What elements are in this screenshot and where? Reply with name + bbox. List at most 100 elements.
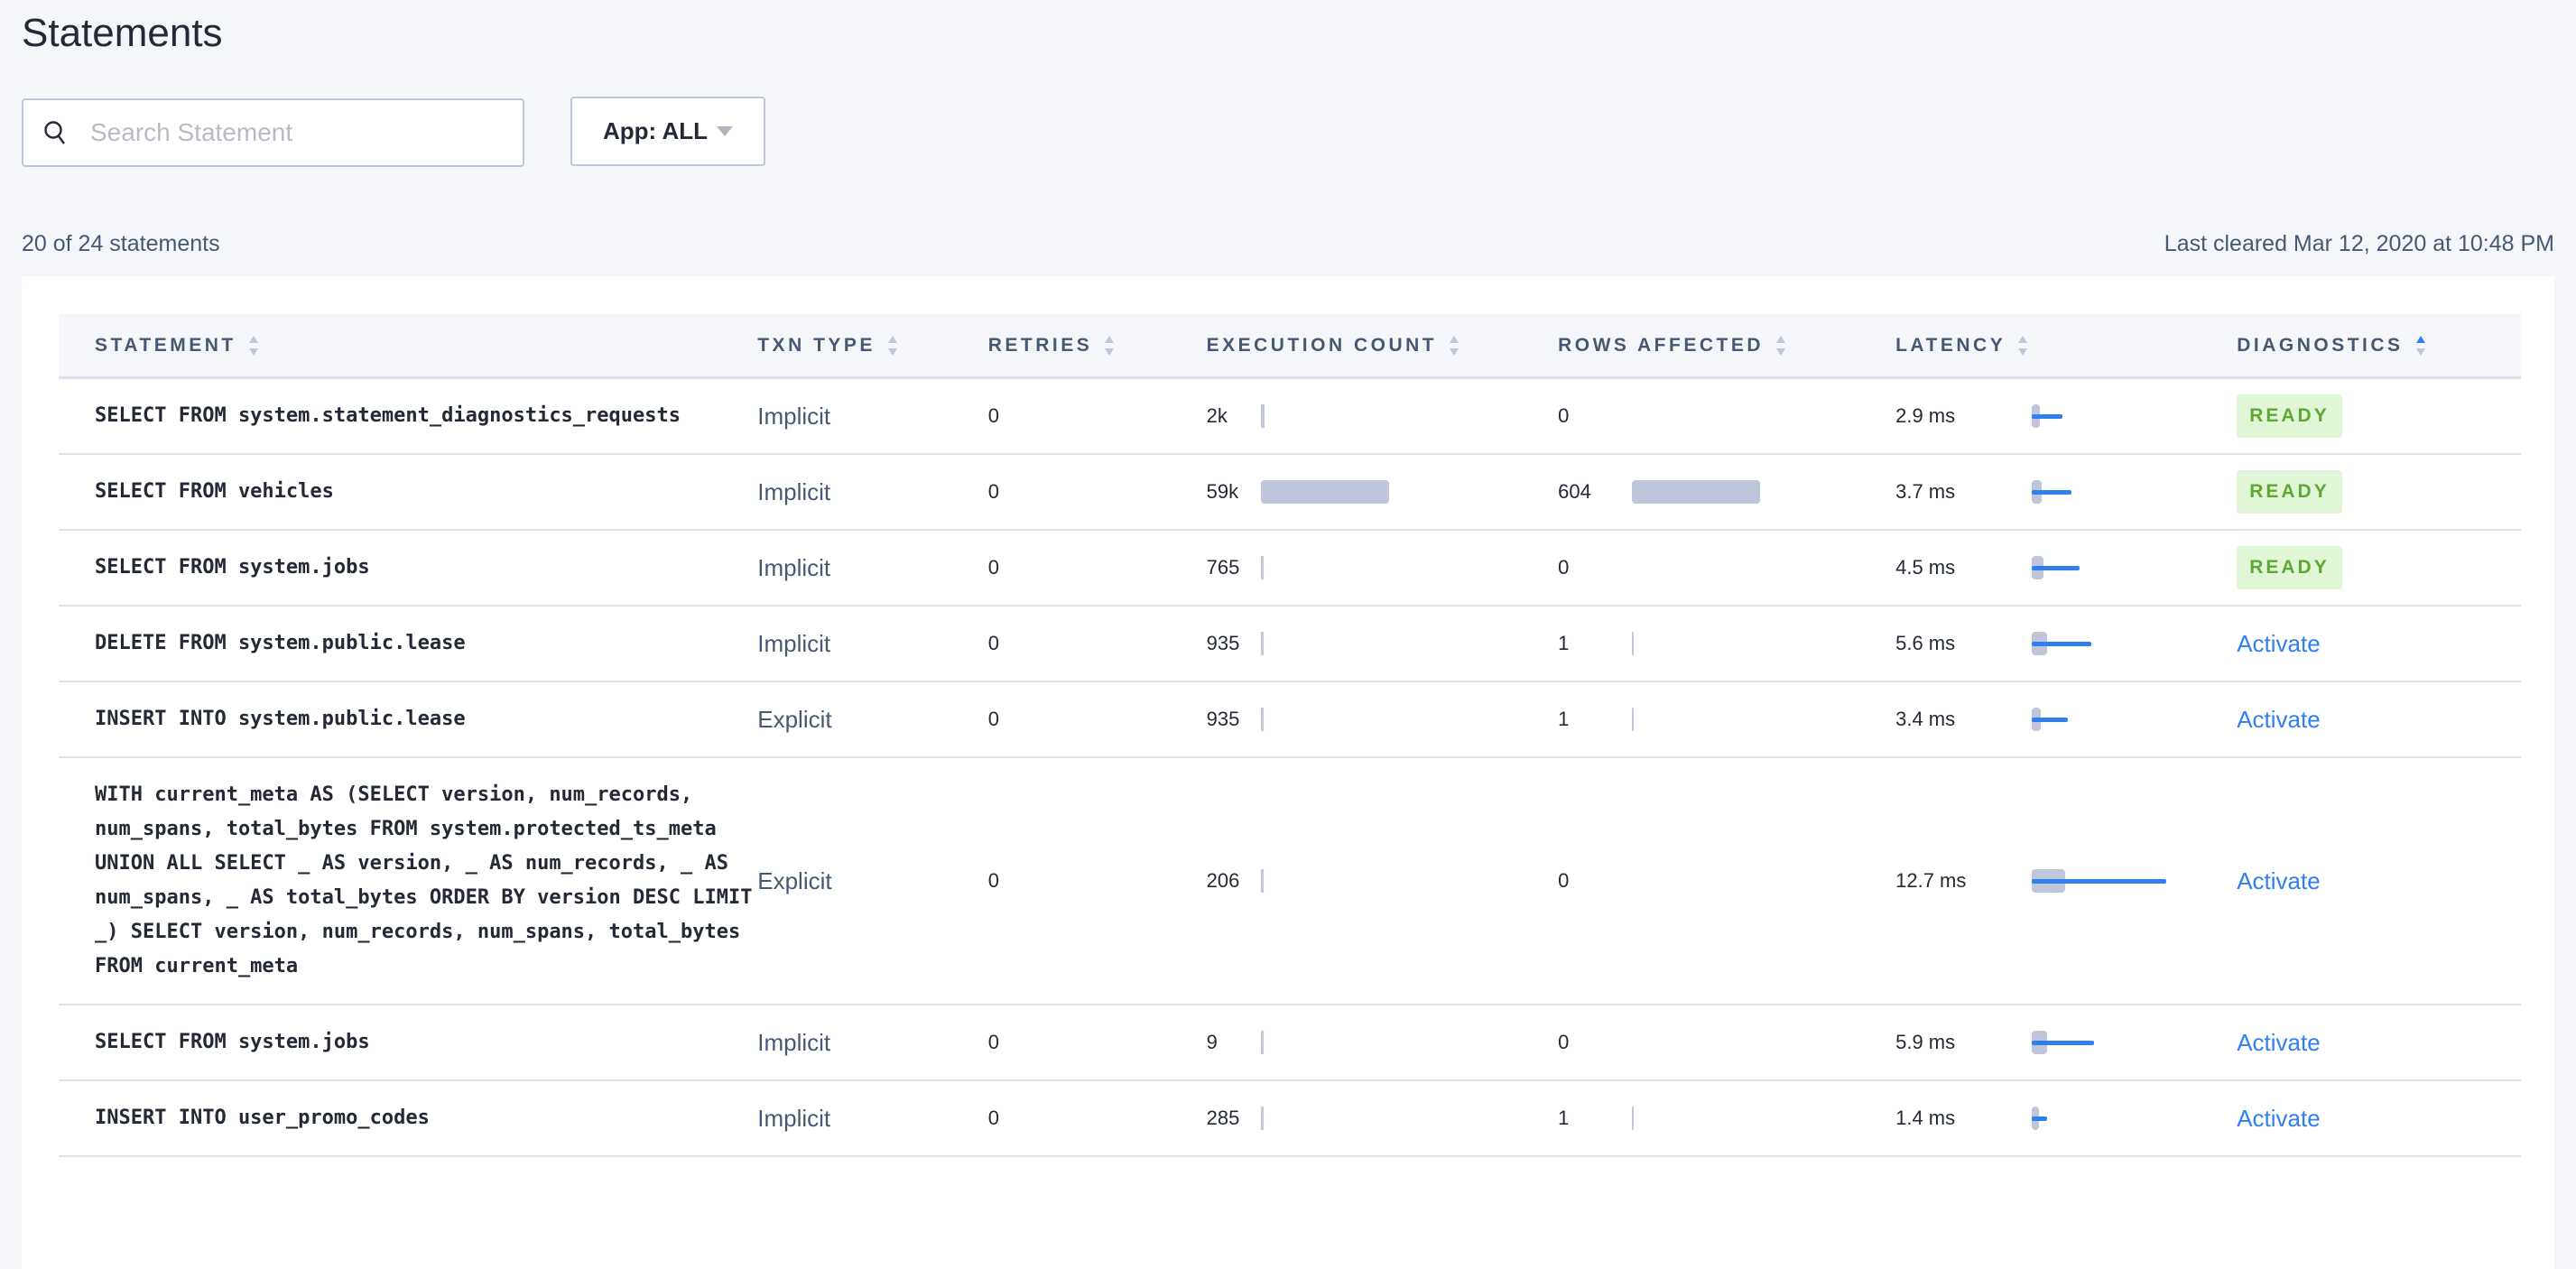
sort-icon[interactable] xyxy=(1776,335,1785,356)
rows-affected: 0 xyxy=(1558,1031,1570,1053)
table-row[interactable]: SELECT FROM system.statement_diagnostics… xyxy=(59,377,2521,455)
txn-type: Explicit xyxy=(757,681,988,758)
sort-icon[interactable] xyxy=(887,335,897,356)
retries: 0 xyxy=(987,757,1207,1005)
rows-affected: 1 xyxy=(1558,632,1570,654)
sort-icon[interactable] xyxy=(2415,335,2425,356)
execution-count: 2k xyxy=(1206,404,1228,427)
table-row[interactable]: WITH current_meta AS (SELECT version, nu… xyxy=(59,757,2521,1005)
column-header-latency[interactable]: LATENCY xyxy=(1895,314,2238,379)
app-filter-dropdown[interactable]: App: ALL xyxy=(570,97,765,166)
caret-down-icon xyxy=(717,126,733,136)
execution-count: 765 xyxy=(1206,556,1240,579)
rows-affected: 1 xyxy=(1558,1107,1570,1129)
ready-badge: READY xyxy=(2237,470,2342,514)
txn-type: Implicit xyxy=(757,606,988,682)
activate-link[interactable]: Activate xyxy=(2237,629,2321,657)
execution-count-bar xyxy=(1260,404,1265,428)
table-row[interactable]: INSERT INTO system.public.lease Explicit… xyxy=(59,681,2521,758)
column-header-retries[interactable]: RETRIES xyxy=(987,314,1207,379)
latency: 2.9 ms xyxy=(1895,404,1956,427)
txn-type: Implicit xyxy=(757,1080,988,1157)
statement-text[interactable]: SELECT FROM system.jobs xyxy=(59,1005,758,1081)
execution-count: 285 xyxy=(1206,1107,1240,1129)
retries: 0 xyxy=(987,681,1207,758)
latency-bar xyxy=(2032,1031,2194,1054)
app-filter-label: App: ALL xyxy=(603,117,708,144)
execution-count: 935 xyxy=(1206,708,1240,730)
latency: 12.7 ms xyxy=(1895,869,1967,892)
activate-link[interactable]: Activate xyxy=(2237,1104,2321,1132)
column-header-label: STATEMENT xyxy=(95,334,236,356)
page-title: Statements xyxy=(22,11,223,55)
column-header-diagnostics[interactable]: DIAGNOSTICS xyxy=(2237,314,2521,379)
txn-type: Implicit xyxy=(757,377,988,455)
column-header-label: TXN TYPE xyxy=(757,334,876,356)
txn-type: Implicit xyxy=(757,454,988,531)
execution-count-bar xyxy=(1260,480,1389,504)
latency: 5.6 ms xyxy=(1895,632,1956,654)
rows-affected: 604 xyxy=(1558,480,1591,503)
column-header-rows-affected[interactable]: ROWS AFFECTED xyxy=(1558,314,1896,379)
execution-count-bar xyxy=(1260,1107,1264,1130)
column-header-label: RETRIES xyxy=(987,334,1093,356)
rows-affected: 0 xyxy=(1558,404,1570,427)
table-row[interactable]: SELECT FROM system.jobs Implicit 0 9 0 5… xyxy=(59,1005,2521,1081)
search-input[interactable] xyxy=(88,117,489,148)
statement-text[interactable]: SELECT FROM vehicles xyxy=(59,454,758,531)
search-box[interactable] xyxy=(22,98,524,167)
column-header-statement[interactable]: STATEMENT xyxy=(59,314,758,379)
retries: 0 xyxy=(987,1080,1207,1157)
execution-count-bar xyxy=(1260,1031,1264,1054)
execution-count-bar xyxy=(1260,708,1264,731)
retries: 0 xyxy=(987,1005,1207,1081)
execution-count-bar xyxy=(1260,632,1264,655)
column-header-label: LATENCY xyxy=(1895,334,2006,356)
txn-type: Implicit xyxy=(757,1005,988,1081)
latency: 5.9 ms xyxy=(1895,1031,1956,1053)
search-icon xyxy=(44,121,65,144)
column-header-execution-count[interactable]: EXECUTION COUNT xyxy=(1206,314,1559,379)
retries: 0 xyxy=(987,606,1207,682)
table-row[interactable]: SELECT FROM vehicles Implicit 0 59k 604 … xyxy=(59,454,2521,531)
sort-icon[interactable] xyxy=(2018,335,2028,356)
activate-link[interactable]: Activate xyxy=(2237,1028,2321,1056)
activate-link[interactable]: Activate xyxy=(2237,705,2321,733)
latency: 4.5 ms xyxy=(1895,556,1956,579)
rows-affected: 0 xyxy=(1558,869,1570,892)
statement-text[interactable]: WITH current_meta AS (SELECT version, nu… xyxy=(59,757,758,1005)
rows-affected-bar xyxy=(1632,708,1635,731)
table-row[interactable]: DELETE FROM system.public.lease Implicit… xyxy=(59,606,2521,682)
statement-text[interactable]: SELECT FROM system.statement_diagnostics… xyxy=(59,377,758,455)
column-header-label: ROWS AFFECTED xyxy=(1558,334,1764,356)
execution-count: 935 xyxy=(1206,632,1240,654)
column-header-label: EXECUTION COUNT xyxy=(1206,334,1438,356)
table-row[interactable]: SELECT FROM system.jobs Implicit 0 765 0… xyxy=(59,530,2521,607)
statement-text[interactable]: INSERT INTO system.public.lease xyxy=(59,681,758,758)
txn-type: Explicit xyxy=(757,757,988,1005)
rows-affected-bar xyxy=(1632,1107,1635,1130)
rows-affected: 1 xyxy=(1558,708,1570,730)
statement-text[interactable]: DELETE FROM system.public.lease xyxy=(59,606,758,682)
statements-panel: STATEMENT TXN TYPE RETRIES EXECUTION COUNT R… xyxy=(22,276,2554,1269)
statement-count: 20 of 24 statements xyxy=(22,231,220,256)
sort-icon[interactable] xyxy=(1450,335,1459,356)
statement-text[interactable]: SELECT FROM system.jobs xyxy=(59,530,758,607)
latency-bar xyxy=(2032,632,2194,655)
txn-type: Implicit xyxy=(757,530,988,607)
activate-link[interactable]: Activate xyxy=(2237,866,2321,894)
execution-count: 59k xyxy=(1206,480,1239,503)
execution-count-bar xyxy=(1260,869,1264,893)
sort-icon[interactable] xyxy=(248,335,258,356)
statement-text[interactable]: INSERT INTO user_promo_codes xyxy=(59,1080,758,1157)
table-row[interactable]: INSERT INTO user_promo_codes Implicit 0 … xyxy=(59,1080,2521,1157)
column-header-txn-type[interactable]: TXN TYPE xyxy=(757,314,988,379)
retries: 0 xyxy=(987,377,1207,455)
retries: 0 xyxy=(987,454,1207,531)
execution-count: 206 xyxy=(1206,869,1240,892)
last-cleared: Last cleared Mar 12, 2020 at 10:48 PM xyxy=(2164,231,2554,256)
latency-bar xyxy=(2032,869,2194,893)
execution-count-bar xyxy=(1260,556,1264,579)
latency-bar xyxy=(2032,556,2194,579)
sort-icon[interactable] xyxy=(1105,335,1115,356)
